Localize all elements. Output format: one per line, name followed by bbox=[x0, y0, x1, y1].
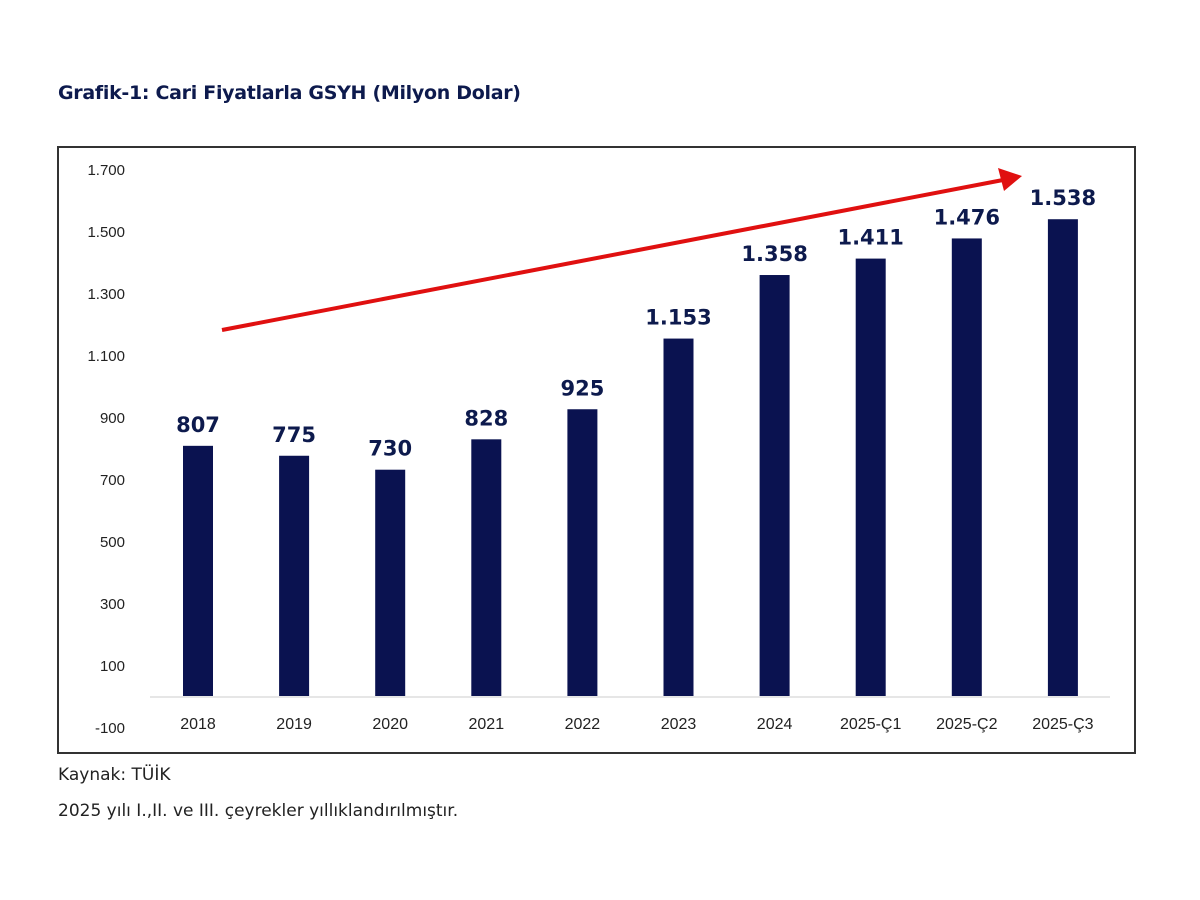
y-tick-label: 1.500 bbox=[87, 224, 125, 241]
y-tick-label: 900 bbox=[100, 410, 125, 427]
x-tick-label: 2025-Ç2 bbox=[936, 716, 997, 733]
bar bbox=[567, 409, 598, 696]
trend-arrow-line bbox=[221, 178, 1004, 332]
bar bbox=[759, 275, 790, 696]
y-tick-label: 1.100 bbox=[87, 348, 125, 365]
data-label: 828 bbox=[464, 406, 508, 430]
bar bbox=[471, 439, 502, 696]
source-note: Kaynak: TÜİK bbox=[58, 765, 171, 785]
y-tick-label: 700 bbox=[100, 472, 125, 489]
bar bbox=[855, 258, 886, 696]
x-tick-label: 2021 bbox=[469, 716, 505, 733]
data-label: 1.476 bbox=[934, 205, 1000, 229]
y-tick-label: 100 bbox=[100, 658, 125, 675]
x-tick-label: 2020 bbox=[372, 716, 408, 733]
y-tick-label: 1.300 bbox=[87, 286, 125, 303]
x-tick-label: 2019 bbox=[276, 716, 312, 733]
data-label: 730 bbox=[368, 437, 412, 461]
data-label: 1.411 bbox=[837, 226, 903, 250]
data-label: 775 bbox=[272, 423, 316, 447]
x-tick-label: 2023 bbox=[661, 716, 697, 733]
data-label: 925 bbox=[560, 376, 604, 400]
x-tick-label: 2022 bbox=[565, 716, 601, 733]
y-tick-label: -100 bbox=[95, 720, 125, 737]
x-tick-label: 2025-Ç1 bbox=[840, 716, 901, 733]
data-label: 1.538 bbox=[1030, 186, 1096, 210]
bar bbox=[663, 338, 694, 696]
y-tick-label: 1.700 bbox=[87, 162, 125, 179]
bar bbox=[279, 455, 310, 696]
bar bbox=[951, 238, 982, 696]
x-tick-label: 2024 bbox=[757, 716, 793, 733]
trend-arrow-head bbox=[998, 168, 1022, 191]
footnote: 2025 yılı I.,II. ve III. çeyrekler yıllı… bbox=[58, 801, 459, 821]
bar bbox=[375, 469, 406, 696]
y-tick-label: 300 bbox=[100, 596, 125, 613]
bar bbox=[1047, 219, 1078, 696]
y-tick-label: 500 bbox=[100, 534, 125, 551]
data-label: 1.153 bbox=[645, 306, 711, 330]
bar bbox=[183, 445, 213, 696]
chart-frame bbox=[57, 146, 1136, 754]
data-label: 1.358 bbox=[741, 242, 807, 266]
data-label: 807 bbox=[176, 413, 220, 437]
x-tick-label: 2025-Ç3 bbox=[1032, 716, 1093, 733]
x-tick-label: 2018 bbox=[180, 716, 216, 733]
chart-title: Grafik-1: Cari Fiyatlarla GSYH (Milyon D… bbox=[58, 82, 521, 104]
